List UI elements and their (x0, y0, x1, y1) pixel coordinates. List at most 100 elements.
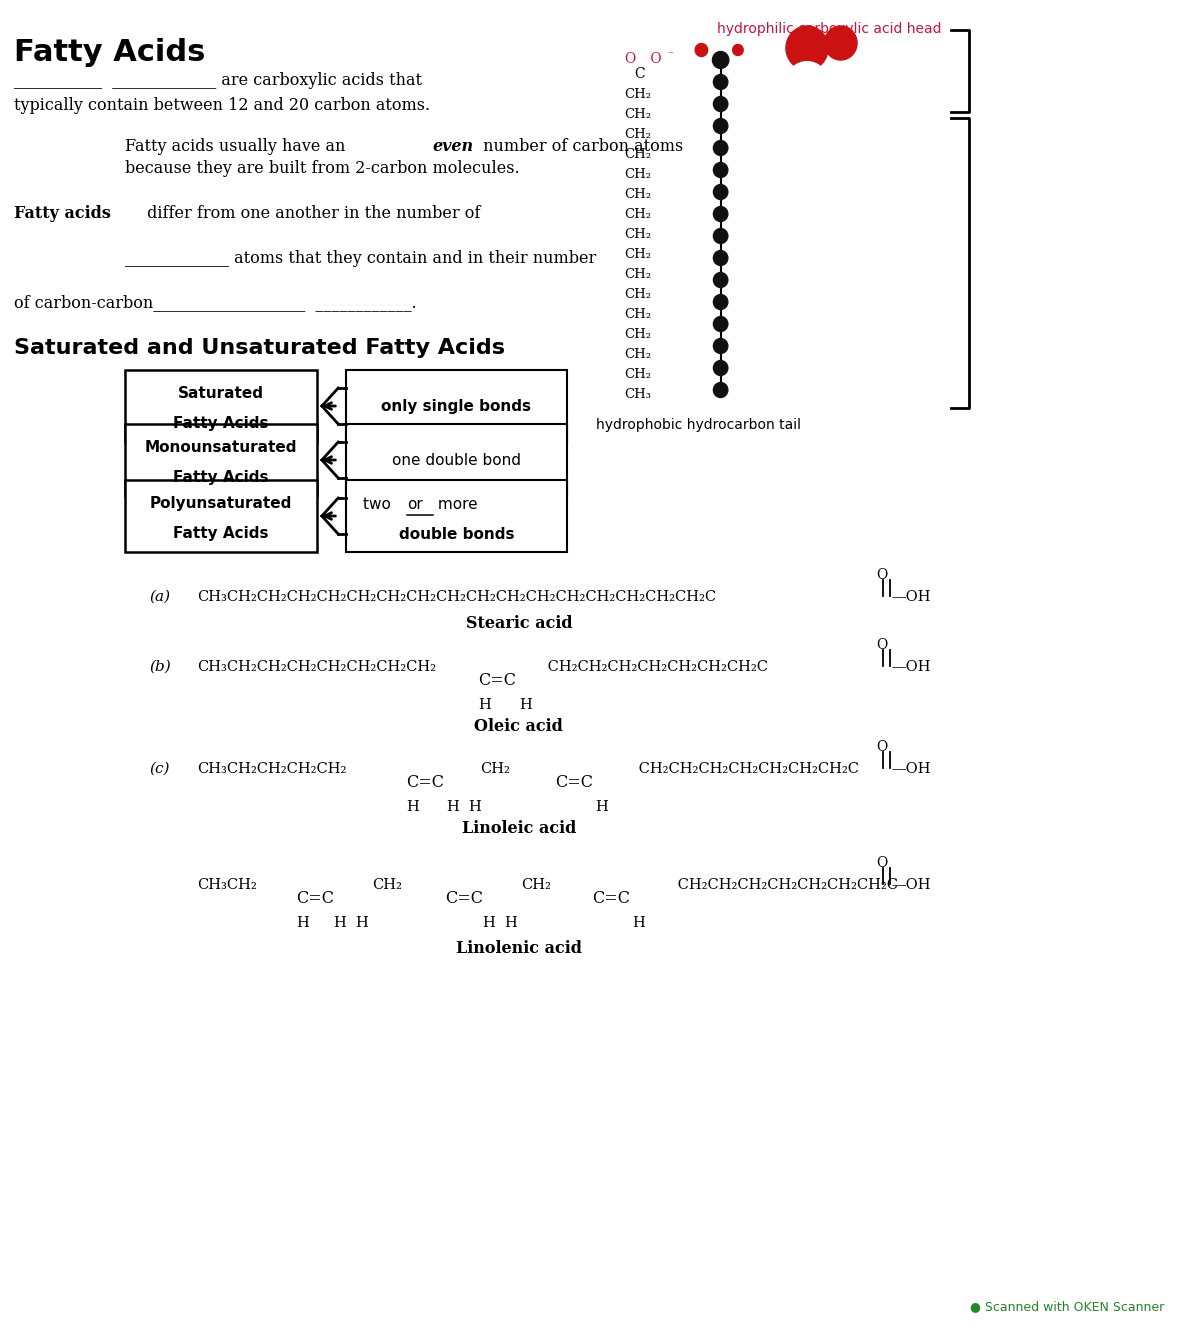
Text: Linoleic acid: Linoleic acid (462, 819, 576, 837)
Text: of carbon-carbon___________________  ____________.: of carbon-carbon___________________ ____… (14, 293, 418, 311)
Text: Saturated: Saturated (178, 385, 264, 401)
Text: O: O (646, 52, 661, 66)
Circle shape (786, 270, 828, 313)
Text: Fatty Acids: Fatty Acids (173, 416, 269, 430)
Circle shape (700, 187, 708, 197)
Text: CH₂: CH₂ (624, 169, 652, 181)
Circle shape (714, 228, 728, 243)
Circle shape (714, 272, 728, 287)
Circle shape (786, 88, 828, 131)
Text: CH₂: CH₂ (624, 228, 652, 240)
Text: H  H: H H (446, 799, 481, 814)
Text: even: even (432, 138, 474, 155)
Text: double bonds: double bonds (398, 526, 514, 542)
Text: CH₃CH₂: CH₃CH₂ (197, 878, 257, 892)
Circle shape (714, 295, 728, 309)
Circle shape (733, 254, 743, 263)
Circle shape (695, 44, 708, 57)
Text: —OH: —OH (892, 660, 931, 675)
Text: CH₂: CH₂ (624, 248, 652, 262)
Circle shape (700, 100, 708, 109)
Text: CH₂: CH₂ (624, 208, 652, 220)
Text: H: H (632, 916, 644, 930)
Text: CH₂: CH₂ (624, 368, 652, 381)
Text: H: H (518, 699, 532, 712)
Circle shape (714, 141, 728, 155)
Text: Fatty Acids: Fatty Acids (173, 526, 269, 540)
Text: CH₃CH₂CH₂CH₂CH₂CH₂CH₂CH₂CH₂CH₂CH₂CH₂CH₂CH₂CH₂CH₂CH₂C: CH₃CH₂CH₂CH₂CH₂CH₂CH₂CH₂CH₂CH₂CH₂CH₂CH₂C… (197, 590, 716, 604)
Circle shape (786, 244, 828, 288)
Text: or: or (407, 497, 424, 511)
Circle shape (714, 185, 728, 199)
Text: CH₃CH₂CH₂CH₂CH₂CH₂CH₂CH₂: CH₃CH₂CH₂CH₂CH₂CH₂CH₂CH₂ (197, 660, 436, 675)
Circle shape (733, 341, 743, 351)
Text: —OH: —OH (892, 878, 931, 892)
Text: CH₂: CH₂ (624, 189, 652, 201)
Text: (b): (b) (149, 660, 170, 675)
Circle shape (700, 121, 708, 130)
Circle shape (733, 385, 743, 394)
Circle shape (714, 162, 728, 178)
Text: O: O (876, 857, 888, 870)
Text: —OH: —OH (892, 590, 931, 604)
Circle shape (714, 339, 728, 353)
Text: hydrophobic hydrocarbon tail: hydrophobic hydrocarbon tail (595, 418, 800, 432)
Text: CH₂: CH₂ (624, 108, 652, 121)
Text: ● Scanned with OKEN Scanner: ● Scanned with OKEN Scanner (971, 1300, 1165, 1313)
Text: CH₃: CH₃ (624, 388, 652, 401)
Text: H: H (407, 799, 419, 814)
Circle shape (786, 321, 828, 367)
FancyBboxPatch shape (125, 479, 317, 552)
Circle shape (786, 296, 828, 340)
Text: because they are built from 2-carbon molecules.: because they are built from 2-carbon mol… (125, 159, 520, 177)
Text: Linolenic acid: Linolenic acid (456, 940, 582, 957)
Circle shape (733, 77, 743, 86)
Text: _____________ atoms that they contain and in their number: _____________ atoms that they contain an… (125, 250, 596, 267)
Text: CH₂: CH₂ (624, 328, 652, 341)
Circle shape (786, 27, 828, 70)
Text: C=C: C=C (479, 672, 516, 689)
Circle shape (714, 360, 728, 376)
Text: O: O (876, 637, 888, 652)
Text: H: H (479, 699, 491, 712)
Text: O: O (876, 568, 888, 582)
Text: Fatty acids: Fatty acids (14, 205, 112, 222)
Circle shape (733, 364, 743, 372)
Circle shape (714, 74, 728, 89)
Circle shape (786, 62, 828, 106)
Text: CH₂: CH₂ (624, 147, 652, 161)
Text: CH₂: CH₂ (521, 878, 551, 892)
Circle shape (786, 139, 828, 185)
Circle shape (713, 52, 728, 69)
Text: differ from one another in the number of: differ from one another in the number of (143, 205, 480, 222)
Circle shape (714, 251, 728, 266)
FancyBboxPatch shape (346, 479, 566, 552)
FancyBboxPatch shape (346, 424, 566, 495)
Text: C=C: C=C (592, 890, 630, 907)
Circle shape (714, 316, 728, 332)
Text: CH₂: CH₂ (372, 878, 402, 892)
Circle shape (786, 374, 828, 418)
Text: CH₂CH₂CH₂CH₂CH₂CH₂CH₂C: CH₂CH₂CH₂CH₂CH₂CH₂CH₂C (634, 762, 859, 776)
FancyBboxPatch shape (125, 424, 317, 495)
Text: CH₂CH₂CH₂CH₂CH₂CH₂CH₂C: CH₂CH₂CH₂CH₂CH₂CH₂CH₂C (672, 878, 898, 892)
Circle shape (786, 218, 828, 262)
Text: H  H: H H (335, 916, 370, 930)
Text: CH₂CH₂CH₂CH₂CH₂CH₂CH₂C: CH₂CH₂CH₂CH₂CH₂CH₂CH₂C (542, 660, 768, 675)
Text: C=C: C=C (407, 774, 444, 791)
Text: typically contain between 12 and 20 carbon atoms.: typically contain between 12 and 20 carb… (14, 97, 431, 114)
Text: H  H: H H (484, 916, 518, 930)
Text: C=C: C=C (296, 890, 334, 907)
Circle shape (733, 45, 743, 56)
Circle shape (786, 348, 828, 392)
Text: Stearic acid: Stearic acid (466, 615, 572, 632)
Circle shape (733, 297, 743, 307)
Circle shape (733, 143, 743, 153)
Circle shape (700, 385, 708, 394)
Circle shape (700, 297, 708, 307)
Circle shape (700, 275, 708, 284)
Circle shape (733, 166, 743, 174)
Text: —OH: —OH (892, 762, 931, 776)
FancyBboxPatch shape (125, 371, 317, 442)
Text: CH₃CH₂CH₂CH₂CH₂: CH₃CH₂CH₂CH₂CH₂ (197, 762, 347, 776)
